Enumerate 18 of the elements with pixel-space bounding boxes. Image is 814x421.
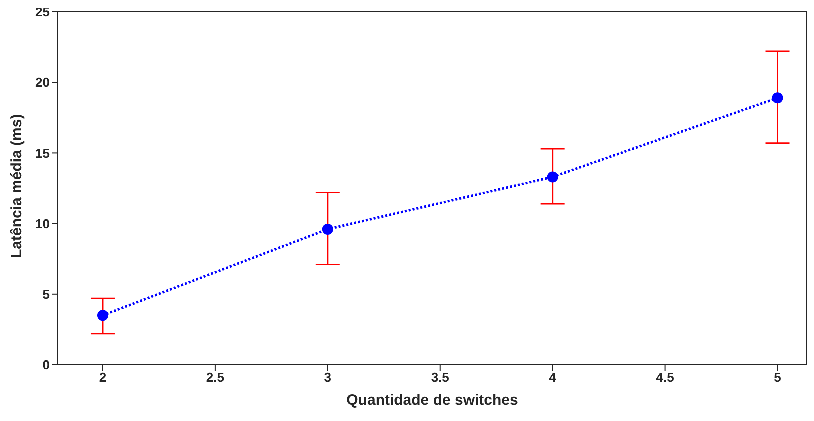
point [772,92,784,104]
point [547,172,558,183]
x-tick-label: 5 [774,370,782,386]
x-tick-label: 3 [324,370,332,386]
x-tick-label: 2.5 [206,370,224,386]
x-tick-label: 4 [549,370,558,386]
point [97,310,108,322]
y-tick-label: 10 [36,216,50,232]
x-tick-label: 2 [99,370,107,386]
y-tick-label: 5 [42,287,50,302]
x-tick-label: 4.5 [656,370,674,386]
y-tick-label: 0 [42,358,50,373]
x-axis-title: Quantidade de switches [346,392,518,409]
point [322,224,334,235]
y-tick-label: 15 [36,146,50,161]
y-tick-label: 20 [36,75,50,90]
x-tick-label: 3.5 [431,370,450,386]
y-axis-title: Latência média (ms) [8,114,26,258]
